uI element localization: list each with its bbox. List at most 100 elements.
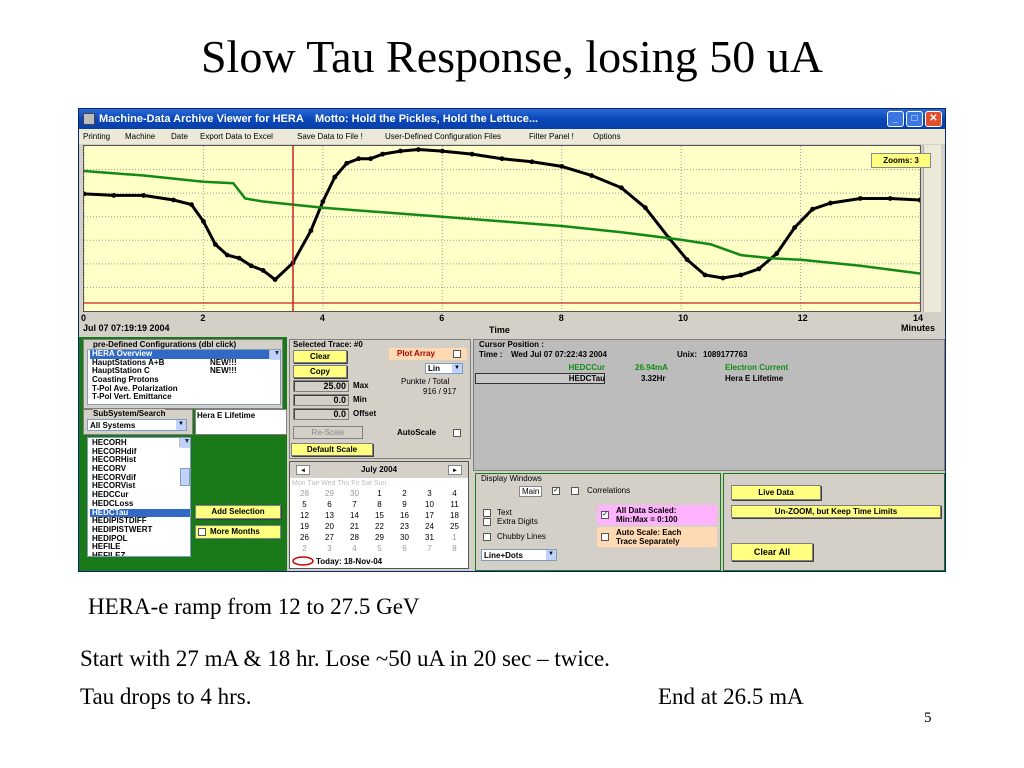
calendar-day[interactable]: 17 <box>425 511 434 520</box>
calendar-day[interactable]: 3 <box>427 489 432 498</box>
signal-item[interactable]: HEDCCur <box>92 490 129 500</box>
calendar-day[interactable]: 25 <box>450 522 459 531</box>
config-scrollbar[interactable]: ▲ ▼ <box>269 350 280 360</box>
calendar-day[interactable]: 4 <box>452 489 457 498</box>
calendar-day[interactable]: 15 <box>375 511 384 520</box>
config-list[interactable]: HERA Overview HauptStations A+B NEW!!! Haup… <box>87 349 281 405</box>
signal-item[interactable]: HECORH <box>92 438 127 447</box>
calendar-day[interactable]: 30 <box>400 533 409 542</box>
calendar-day[interactable]: 8 <box>452 544 457 553</box>
config-item[interactable]: HERA Overview <box>90 350 280 359</box>
chubby-lines-checkbox[interactable] <box>483 533 491 541</box>
calendar-day[interactable]: 9 <box>402 500 407 509</box>
dropdown-arrow-icon[interactable]: ▼ <box>452 364 462 373</box>
config-item[interactable]: HauptStations A+B NEW!!! <box>90 358 280 368</box>
dropdown-arrow-icon[interactable]: ▼ <box>176 420 186 430</box>
scroll-thumb[interactable] <box>180 468 190 486</box>
signal-item[interactable]: HECORHist <box>92 455 137 465</box>
extra-digits-checkbox[interactable] <box>483 518 491 526</box>
calendar-day[interactable]: 30 <box>350 489 359 498</box>
signal-item[interactable]: HEFILE <box>92 542 121 552</box>
calendar-day[interactable]: 29 <box>325 489 334 498</box>
config-item[interactable]: T-Pol Vert. Emittance <box>90 393 280 402</box>
offset-field[interactable]: 0.0 <box>293 408 349 420</box>
calendar-day[interactable]: 1 <box>452 533 457 542</box>
close-button[interactable]: ✕ <box>925 111 942 127</box>
more-months-checkbox[interactable] <box>198 528 206 536</box>
calendar-day[interactable]: 12 <box>300 511 309 520</box>
rescale-button[interactable]: Re-Scale <box>293 426 363 439</box>
calendar-day[interactable]: 2 <box>402 489 407 498</box>
signal-item[interactable]: HECORV <box>92 464 127 474</box>
calendar-day[interactable]: 5 <box>377 544 382 553</box>
calendar-day[interactable]: 16 <box>400 511 409 520</box>
add-selection-button[interactable]: Add Selection <box>195 505 281 519</box>
chevron-down-icon[interactable]: ▼ <box>180 438 190 447</box>
signal-item[interactable]: HEDIPISTWERT <box>92 524 153 534</box>
signal-item[interactable]: HECORVist <box>92 481 136 491</box>
line-style-select[interactable]: Line+Dots ▼ <box>481 549 557 561</box>
signal-item[interactable]: HECORVdif <box>92 472 136 482</box>
menu-options[interactable]: Options <box>593 132 621 141</box>
signal-item[interactable]: HECORHdif <box>92 446 137 456</box>
menu-machine[interactable]: Machine <box>125 132 156 141</box>
calendar-day[interactable]: 10 <box>425 500 434 509</box>
calendar-day[interactable]: 29 <box>375 533 384 542</box>
trend-plot[interactable] <box>83 145 921 312</box>
menu-save-file[interactable]: Save Data to File ! <box>297 132 363 141</box>
dropdown-arrow-icon[interactable]: ▼ <box>546 550 556 560</box>
menu-printing[interactable]: Printing <box>83 132 111 141</box>
signal-item[interactable]: HEFILEZ <box>92 550 126 557</box>
main-checkbox[interactable]: ✓ <box>552 487 560 495</box>
title-bar[interactable]: Machine-Data Archive Viewer for HERA Mot… <box>79 109 945 129</box>
calendar-day[interactable]: 27 <box>325 533 334 542</box>
calendar-day[interactable]: 6 <box>402 544 407 553</box>
calendar-day[interactable]: 3 <box>327 544 332 553</box>
minimize-button[interactable]: _ <box>887 111 904 127</box>
calendar-day[interactable]: 22 <box>375 522 384 531</box>
signal-list[interactable]: HECORH HECORHdif HECORHist HECORV HECORVdif H… <box>87 437 191 557</box>
config-item[interactable]: T-Pol Ave. Polarization <box>90 384 280 394</box>
signal-scrollbar[interactable]: ▲ ▼ <box>179 438 190 486</box>
main-window-label[interactable]: Main <box>519 486 543 497</box>
next-month-button[interactable]: ► <box>448 465 462 475</box>
menu-export-excel[interactable]: Export Data to Excel <box>200 132 273 141</box>
calendar-day[interactable]: 2 <box>302 544 307 553</box>
menu-user-config[interactable]: User-Defined Configuration Files <box>385 132 502 141</box>
scale-mode-select[interactable]: Lin ▼ <box>425 363 463 374</box>
calendar-day[interactable]: 28 <box>350 533 359 542</box>
calendar[interactable]: ◄ July 2004 ► Mon Tue Wed Thu Fri Sat Su… <box>289 461 469 569</box>
calendar-day[interactable]: 8 <box>377 500 382 509</box>
correlations-checkbox[interactable] <box>571 487 579 495</box>
calendar-day[interactable]: 26 <box>300 533 309 542</box>
chevron-down-icon[interactable]: ▼ <box>270 350 280 359</box>
prev-month-button[interactable]: ◄ <box>296 465 310 475</box>
menu-date[interactable]: Date <box>171 132 188 141</box>
plot-array-checkbox[interactable] <box>453 350 461 358</box>
calendar-day[interactable]: 13 <box>325 511 334 520</box>
config-item[interactable]: HauptStation C NEW!!! <box>90 367 280 376</box>
live-data-button[interactable]: Live Data <box>731 485 821 500</box>
plot-scrollbar[interactable] <box>923 145 941 312</box>
max-field[interactable]: 25.00 <box>293 380 349 392</box>
calendar-day[interactable]: 18 <box>450 511 459 520</box>
calendar-day[interactable]: 4 <box>352 544 357 553</box>
min-field[interactable]: 0.0 <box>293 394 349 406</box>
clear-all-button[interactable]: Clear All <box>731 543 813 561</box>
calendar-day[interactable]: 11 <box>450 500 459 509</box>
calendar-day[interactable]: 20 <box>325 522 334 531</box>
signal-item[interactable]: HEDIPISTDIFF <box>92 516 147 526</box>
trend-plot-canvas[interactable] <box>84 146 920 311</box>
autoscale-checkbox[interactable] <box>453 429 461 437</box>
maximize-button[interactable]: □ <box>906 111 923 127</box>
calendar-day[interactable]: 31 <box>425 533 434 542</box>
signal-item[interactable]: HEDCTau <box>90 508 190 518</box>
default-scale-button[interactable]: Default Scale <box>291 443 373 456</box>
signal-item[interactable]: HEDIPOL <box>92 533 128 543</box>
clear-button[interactable]: Clear <box>293 350 347 363</box>
calendar-day[interactable]: 19 <box>300 522 309 531</box>
calendar-day[interactable]: 7 <box>352 500 357 509</box>
calendar-day[interactable]: 1 <box>377 489 382 498</box>
calendar-day[interactable]: 6 <box>327 500 332 509</box>
calendar-day[interactable]: 23 <box>400 522 409 531</box>
